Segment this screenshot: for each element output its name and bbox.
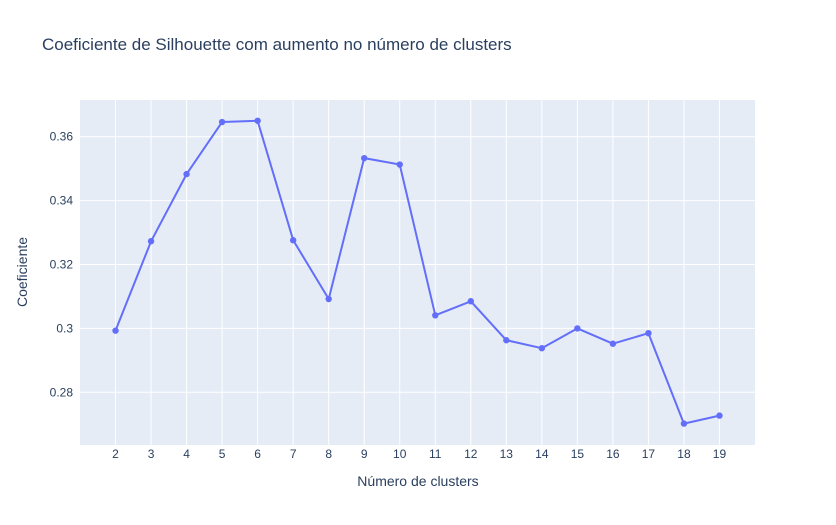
x-tick-labels: 2 3 4 5 6 7 8 9 10 11 12 13 14 15 16 17 18 19	[112, 447, 726, 461]
x-tick-label: 2	[112, 447, 119, 461]
series-line	[114, 119, 720, 425]
data-point[interactable]	[112, 327, 119, 334]
x-tick-label: 9	[361, 447, 368, 461]
x-tick-label: 14	[535, 447, 549, 461]
y-gridlines	[80, 136, 755, 393]
x-tick-label: 4	[183, 447, 190, 461]
x-gridlines	[115, 100, 720, 445]
plot-area	[80, 100, 755, 445]
x-tick-label: 6	[254, 447, 261, 461]
data-point[interactable]	[503, 337, 510, 344]
x-tick-label: 11	[429, 447, 442, 461]
data-point[interactable]	[396, 161, 403, 168]
data-point[interactable]	[289, 237, 297, 244]
x-tick-label: 16	[606, 447, 620, 461]
series-group	[112, 117, 723, 427]
y-tick-label: 0.28	[50, 385, 74, 399]
y-tick-label: 0.34	[50, 194, 74, 208]
x-tick-label: 18	[677, 447, 691, 461]
x-tick-label: 15	[571, 447, 585, 461]
data-point[interactable]	[538, 345, 546, 352]
data-point[interactable]	[147, 237, 155, 245]
data-point[interactable]	[716, 412, 723, 419]
data-point[interactable]	[609, 340, 617, 347]
y-tick-label: 0.32	[50, 258, 74, 272]
x-axis-title: Número de clusters	[357, 473, 478, 489]
data-point[interactable]	[218, 118, 226, 126]
data-point[interactable]	[645, 329, 652, 337]
data-point[interactable]	[680, 420, 688, 427]
data-point[interactable]	[183, 170, 190, 178]
x-tick-label: 10	[393, 447, 407, 461]
x-tick-label: 5	[219, 447, 226, 461]
x-tick-label: 8	[325, 447, 332, 461]
x-tick-label: 19	[713, 447, 727, 461]
x-tick-label: 7	[290, 447, 297, 461]
data-point[interactable]	[254, 117, 261, 124]
y-tick-label: 0.3	[56, 321, 73, 335]
y-tick-labels: 0.28 0.3 0.32 0.34 0.36	[50, 130, 74, 400]
data-point[interactable]	[432, 312, 439, 319]
data-point[interactable]	[361, 154, 368, 162]
x-tick-label: 17	[642, 447, 656, 461]
y-tick-label: 0.36	[50, 130, 74, 144]
x-tick-label: 3	[148, 447, 155, 461]
y-axis-title: Coeficiente	[14, 237, 30, 307]
chart-title: Coeficiente de Silhouette com aumento no…	[42, 35, 512, 54]
x-tick-label: 13	[500, 447, 514, 461]
data-point[interactable]	[467, 298, 474, 305]
data-point[interactable]	[574, 325, 581, 332]
x-tick-label: 12	[464, 447, 478, 461]
data-point[interactable]	[325, 295, 332, 303]
